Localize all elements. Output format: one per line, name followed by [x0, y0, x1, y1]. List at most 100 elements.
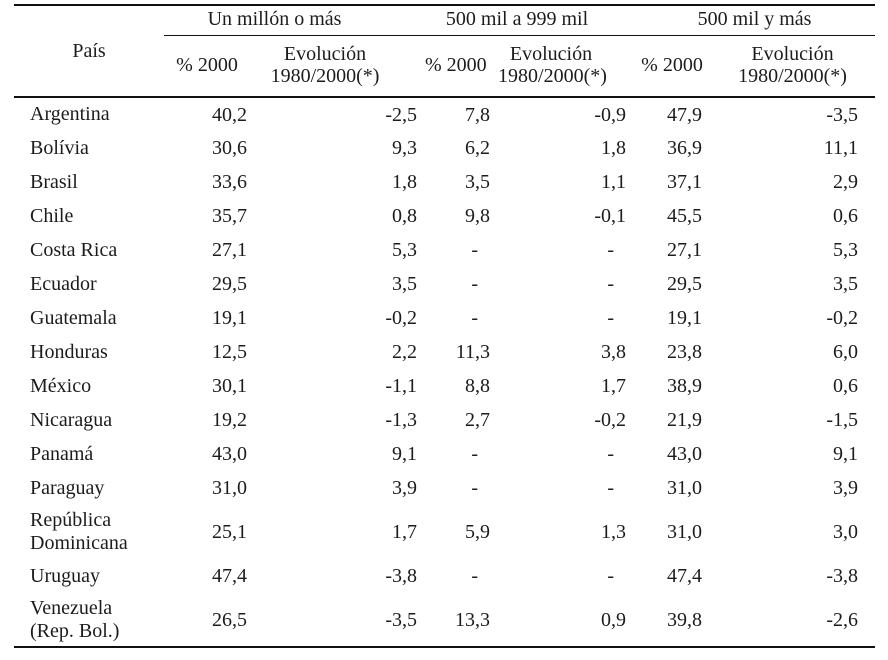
- value-cell: 36,9: [667, 137, 703, 159]
- country-cell: Ecuador: [30, 272, 97, 295]
- value-cell: -0,2: [385, 307, 418, 329]
- value-cell: -: [471, 477, 479, 499]
- country-cell: Bolívia: [30, 136, 89, 159]
- value-cell: 19,1: [212, 307, 247, 329]
- value-cell: 23,8: [667, 341, 703, 363]
- value-cell: 1,1: [601, 171, 627, 193]
- country-cell: Chile: [30, 204, 74, 227]
- value-cell: -1,1: [385, 375, 418, 397]
- group-header-cell: 500 mil y más: [634, 5, 876, 36]
- country-cell: Honduras: [30, 340, 108, 363]
- value-cell: 27,1: [212, 239, 247, 261]
- country-cell: Nicaragua: [30, 408, 113, 431]
- evolution-header-line2: 1980/2000(*): [738, 64, 847, 87]
- value-cell: -2,5: [385, 103, 418, 126]
- country-cell: Costa Rica: [30, 238, 118, 261]
- value-cell: -: [471, 307, 479, 329]
- evolution-header-line2: 1980/2000(*): [270, 64, 380, 87]
- table-row: México 30,1 -1,1 8,8 1,7 38,9 0,6: [14, 369, 875, 403]
- table-body: Argentina 40,2 -2,5 7,8 -0,9 47,9 -3,5 Bolívia 3…: [14, 97, 876, 648]
- value-cell: 3,5: [465, 171, 491, 193]
- value-cell: 6,0: [833, 341, 859, 363]
- value-cell: 38,9: [667, 375, 703, 397]
- table-row: Argentina 40,2 -2,5 7,8 -0,9 47,9 -3,5: [14, 97, 875, 131]
- value-cell: 2,9: [833, 171, 859, 193]
- table-row: Venezuela (Rep. Bol.) 26,5 -3,5 13,3 0,9 39,8-…: [14, 593, 876, 648]
- value-cell: 9,1: [392, 443, 418, 465]
- value-cell: 29,5: [212, 273, 247, 295]
- country-cell: México: [30, 374, 92, 397]
- value-cell: -3,5: [260, 593, 426, 648]
- value-cell: 0,8: [392, 205, 418, 227]
- evolution-header-cell: Evolución 1980/2000(*): [260, 35, 426, 98]
- country-cell: Panamá: [30, 442, 94, 465]
- value-cell: 19,2: [212, 409, 247, 431]
- value-cell: -1,5: [826, 409, 859, 431]
- value-cell: 47,4: [212, 565, 247, 587]
- value-cell: -0,2: [826, 307, 859, 329]
- country-cell: Brasil: [30, 170, 78, 193]
- table-row: Uruguay 47,4 -3,8 - - 47,4 -3,8: [14, 559, 875, 593]
- value-cell: -3,5: [826, 103, 859, 126]
- value-cell: 47,4: [667, 565, 703, 587]
- value-cell: 43,0: [667, 443, 703, 465]
- percent-header-cell: % 2000: [634, 35, 711, 98]
- table-row: Nicaragua 19,2 -1,3 2,7 -0,2 21,9 -1,5: [14, 403, 875, 437]
- value-cell: -0,1: [594, 205, 627, 227]
- percent-header-cell: % 2000: [164, 35, 260, 98]
- value-cell: -: [471, 443, 479, 465]
- sub-header-row: % 2000 Evolución 1980/2000(*) % 2000 Evo…: [14, 35, 876, 98]
- evolution-header-cell: Evolución 1980/2000(*): [498, 35, 635, 98]
- value-cell: 31,0: [667, 521, 703, 543]
- value-cell: 8,8: [465, 375, 491, 397]
- value-cell: 3,5: [833, 273, 859, 295]
- value-cell: 29,5: [667, 273, 703, 295]
- value-cell: 9,3: [392, 137, 418, 159]
- value-cell: 5,9: [465, 521, 491, 543]
- country-header-cell: País: [14, 5, 164, 98]
- value-cell: 33,6: [212, 171, 247, 193]
- evolution-header-line1: Evolución: [283, 43, 367, 66]
- value-cell: 1,8: [601, 137, 627, 159]
- value-cell: 2,2: [392, 341, 418, 363]
- value-cell: 30,1: [212, 375, 247, 397]
- value-cell: 13,3: [425, 593, 499, 648]
- value-cell: 2,7: [465, 409, 491, 431]
- value-cell: 12,5: [212, 341, 247, 363]
- value-cell: -: [471, 565, 479, 587]
- value-cell: 19,1: [667, 307, 703, 329]
- table-row: Honduras 12,5 2,2 11,3 3,8 23,8 6,0: [14, 335, 875, 369]
- value-cell: 3,5: [392, 273, 418, 295]
- value-cell: 5,3: [392, 239, 418, 261]
- value-cell: 45,5: [667, 205, 703, 227]
- table-row: Paraguay 31,0 3,9 - - 31,0 3,9: [14, 471, 875, 505]
- value-cell: -3,8: [826, 565, 859, 587]
- value-cell: -3,8: [385, 565, 418, 587]
- value-cell: 39,8: [634, 593, 711, 648]
- value-cell: 11,3: [455, 341, 491, 363]
- table-row: Ecuador 29,5 3,5 - - 29,5 3,5: [14, 267, 875, 301]
- value-cell: -: [607, 307, 615, 329]
- value-cell: -1,3: [385, 409, 418, 431]
- value-cell: 6,2: [465, 137, 491, 159]
- country-cell: República Dominicana: [30, 509, 128, 554]
- country-cell: Venezuela (Rep. Bol.): [14, 593, 164, 648]
- value-cell: 25,1: [212, 521, 247, 543]
- value-cell: 30,6: [212, 137, 247, 159]
- table-row: Chile 35,7 0,8 9,8 -0,1 45,5 0,6: [14, 199, 875, 233]
- value-cell: 31,0: [212, 477, 247, 499]
- value-cell: 0,9: [498, 593, 635, 648]
- table-row: Bolívia 30,6 9,3 6,2 1,8 36,9 11,1: [14, 131, 875, 165]
- value-cell: 31,0: [667, 477, 703, 499]
- evolution-header-cell: Evolución 1980/2000(*): [710, 35, 876, 98]
- table-row: Costa Rica 27,1 5,3 - - 27,1 5,3: [14, 233, 875, 267]
- value-cell: 3,8: [601, 341, 627, 363]
- value-cell: 47,9: [667, 103, 703, 126]
- value-cell: 11,1: [823, 137, 859, 159]
- value-cell: 37,1: [667, 171, 703, 193]
- evolution-header-line1: Evolución: [751, 43, 834, 66]
- value-cell: 0,6: [833, 375, 859, 397]
- value-cell: 27,1: [667, 239, 703, 261]
- value-cell: 40,2: [212, 103, 247, 126]
